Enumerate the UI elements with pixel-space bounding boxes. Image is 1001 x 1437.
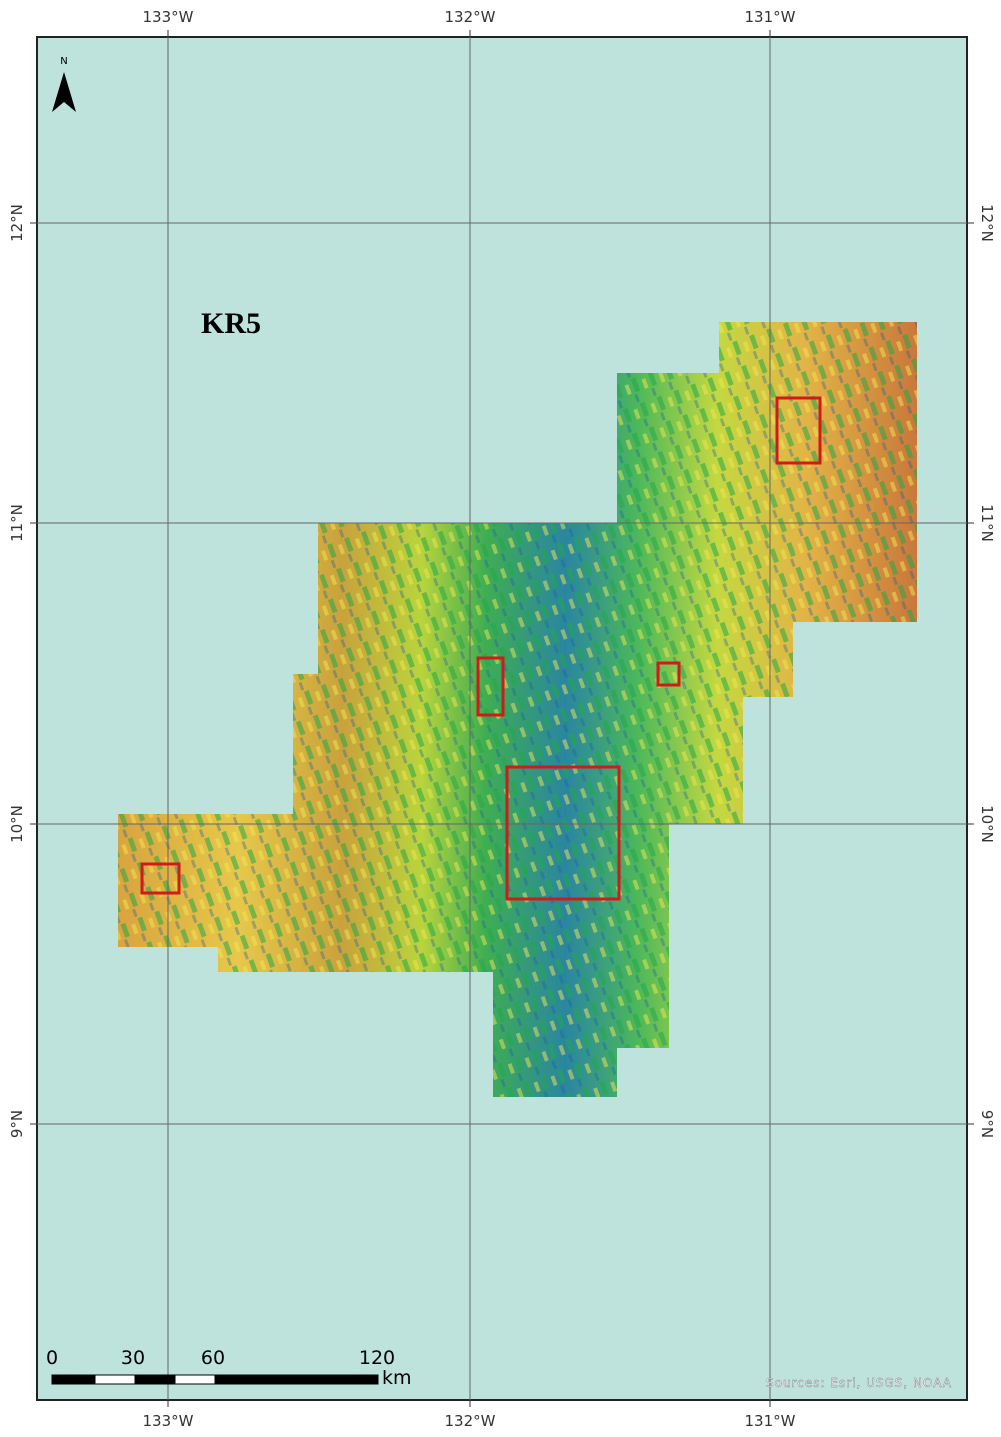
sources: Sources: Esri, USGS, NOAA [766,1376,952,1390]
scale-label: 60 [201,1347,225,1369]
latitude-label: 10°N [978,805,996,843]
longitude-label: 132°W [445,1412,496,1430]
latitude-label: 9°N [8,1110,26,1138]
latitude-label: 11°N [8,504,26,542]
longitude-label: 133°W [143,1412,194,1430]
scale-unit: km [382,1367,412,1389]
latitude-label: 12°N [978,204,996,242]
map: KR5 N 0 30 60 120 km Sources: Esri, USGS… [0,0,1001,1437]
longitude-label: 132°W [445,8,496,26]
north-label: N [60,56,67,67]
longitude-label: 133°W [143,8,194,26]
longitude-label: 131°W [745,8,796,26]
latitude-label: 9°N [978,1110,996,1138]
map-title: KR5 [201,307,261,340]
latitude-label: 10°N [8,805,26,843]
scale-bar [52,1375,378,1384]
scale-label: 120 [359,1347,395,1369]
scale-label: 0 [46,1347,58,1369]
longitude-label: 131°W [745,1412,796,1430]
scale-label: 30 [121,1347,145,1369]
latitude-label: 11°N [978,504,996,542]
latitude-label: 12°N [8,204,26,242]
